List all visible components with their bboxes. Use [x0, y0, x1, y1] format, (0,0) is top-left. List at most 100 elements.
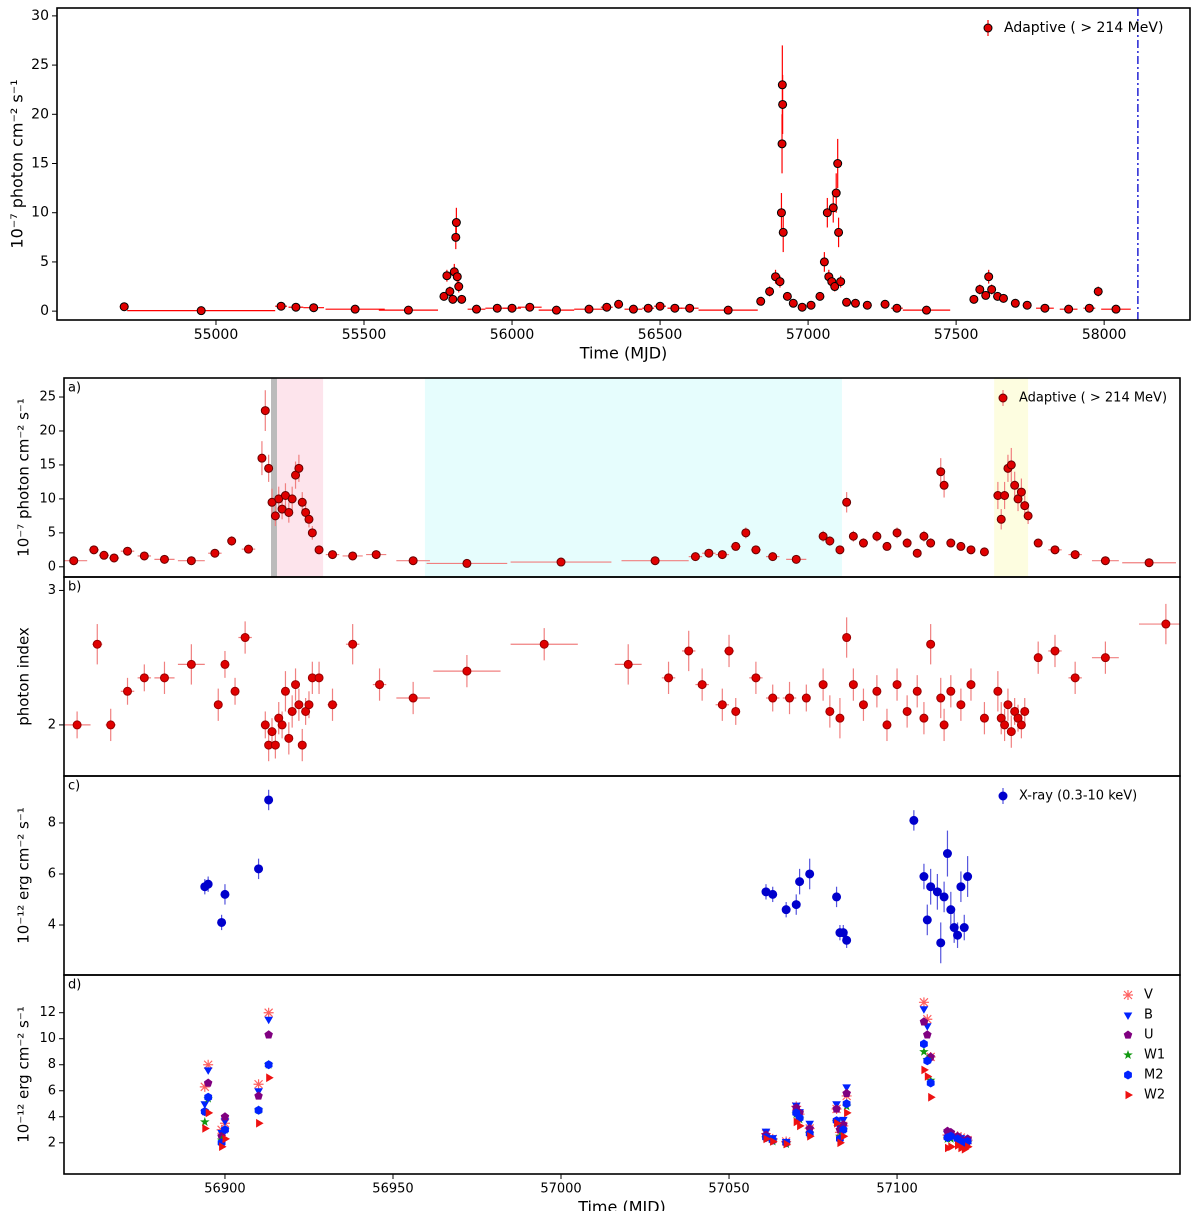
legend-label: W2 [1144, 1088, 1165, 1103]
data-point [264, 463, 274, 473]
data-point [276, 301, 286, 311]
axes-frame [63, 576, 1181, 777]
data-point [741, 528, 751, 538]
data-point [717, 550, 727, 560]
data-point [872, 686, 882, 696]
data-point [69, 556, 79, 566]
data-point [902, 706, 912, 716]
data-point [939, 720, 949, 730]
legend-label: B [1144, 1008, 1153, 1023]
data-point [291, 680, 301, 690]
data-point [858, 700, 868, 710]
data-point [264, 1060, 273, 1070]
legend-label: M2 [1144, 1068, 1164, 1083]
x-tick-label: 55500 [342, 327, 387, 343]
legend-marker [998, 393, 1008, 403]
data-point [205, 1108, 214, 1118]
data-point [942, 849, 952, 859]
legend-marker [1123, 990, 1133, 1000]
plot-area [119, 8, 1139, 320]
data-point [264, 1030, 273, 1039]
data-point [1006, 727, 1016, 737]
data-point [159, 673, 169, 683]
axes-frame [56, 7, 1191, 321]
data-point [304, 700, 314, 710]
data-point [948, 1142, 956, 1151]
data-point [1003, 700, 1013, 710]
y-axis-label: 10⁻¹² erg cm⁻² s⁻¹ [15, 807, 33, 944]
data-point [946, 538, 956, 548]
data-point [199, 1081, 210, 1092]
data-point [267, 727, 277, 737]
data-point [892, 528, 902, 538]
data-point [828, 203, 838, 213]
data-point [240, 633, 250, 643]
data-point [921, 1065, 929, 1075]
data-point [815, 291, 825, 301]
data-point [260, 406, 270, 416]
data-point [403, 305, 413, 315]
panel-label: d) [68, 978, 81, 993]
data-point [1006, 460, 1016, 470]
data-point [264, 1016, 273, 1025]
data-point [922, 915, 932, 925]
data-point [959, 923, 969, 933]
y-axis-label: 10⁻⁷ photon cm⁻² s⁻¹ [8, 79, 27, 248]
data-point [818, 680, 828, 690]
data-point [842, 935, 852, 945]
data-point [257, 453, 267, 463]
data-point [277, 720, 287, 730]
y-tick-label: 0 [40, 303, 49, 319]
data-point [584, 304, 594, 314]
data-point [981, 290, 991, 300]
data-point [832, 892, 842, 902]
data-point [685, 303, 695, 313]
data-point [731, 706, 741, 716]
data-point [472, 304, 482, 314]
data-point [777, 80, 787, 90]
data-point [834, 227, 844, 237]
data-point [839, 1120, 848, 1129]
data-point [1000, 490, 1010, 500]
data-point [819, 257, 829, 267]
plot-area [199, 997, 973, 1154]
legend-marker [983, 23, 993, 33]
data-point [882, 541, 892, 551]
data-point [848, 680, 858, 690]
y-axis-label: 10⁻¹² erg cm⁻² s⁻¹ [15, 1006, 33, 1143]
data-point [452, 272, 462, 282]
data-point [221, 1125, 229, 1135]
data-point [222, 1134, 230, 1144]
data-point [763, 1134, 771, 1144]
legend-label: V [1144, 988, 1153, 1003]
data-point [785, 693, 795, 703]
data-point [723, 305, 733, 315]
y-tick-label: 3 [48, 583, 56, 598]
data-point [966, 680, 976, 690]
data-point [210, 548, 220, 558]
data-point [1040, 303, 1050, 313]
data-point [1100, 556, 1110, 566]
data-point [919, 1006, 929, 1014]
data-point [928, 1092, 936, 1102]
data-point [919, 1046, 929, 1056]
plot-area [200, 789, 973, 964]
data-point [842, 497, 852, 507]
data-point [783, 1139, 792, 1149]
data-point [926, 639, 936, 649]
data-point [835, 545, 845, 555]
data-point [825, 536, 835, 546]
data-point [264, 795, 274, 805]
data-point [963, 872, 973, 882]
data-point [805, 869, 815, 879]
data-point [768, 693, 778, 703]
data-point [872, 531, 882, 541]
legend-label: X-ray (0.3-10 keV) [1019, 789, 1137, 804]
data-point [1070, 673, 1080, 683]
data-point [291, 302, 301, 312]
legend-marker [998, 791, 1008, 801]
data-point [1020, 501, 1030, 511]
data-point [1161, 619, 1171, 629]
data-point [89, 545, 99, 555]
